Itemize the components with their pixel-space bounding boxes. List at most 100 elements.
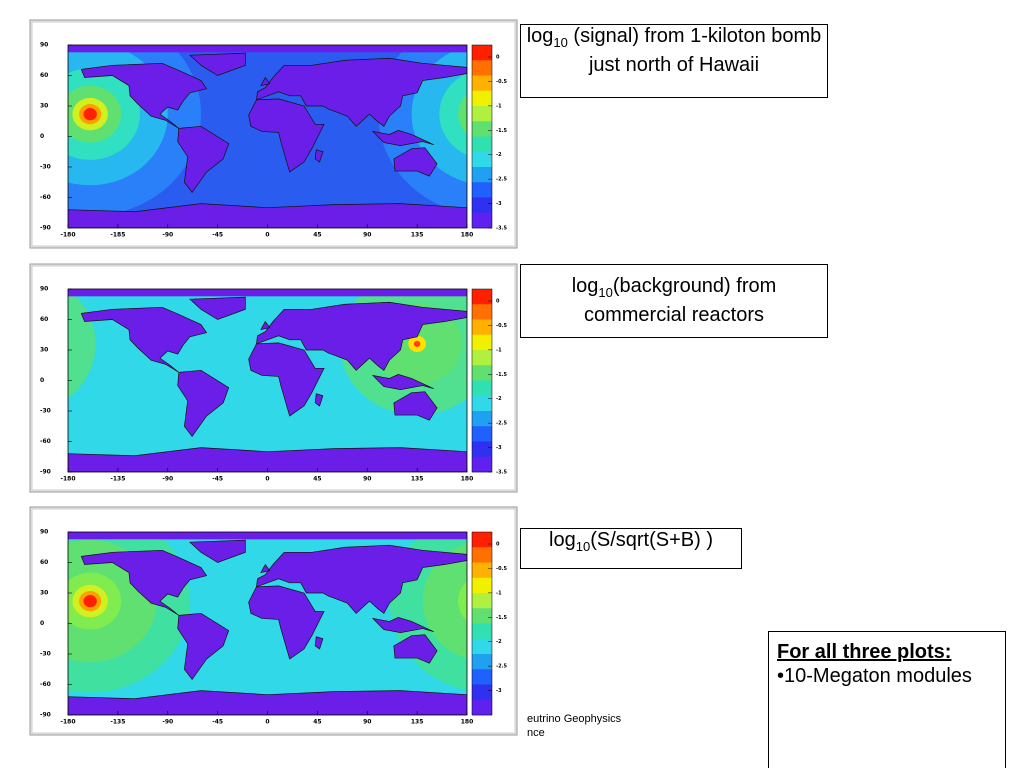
map bbox=[68, 532, 467, 715]
colorbar-label: -1 bbox=[496, 590, 502, 596]
colorbar-label: 0 bbox=[496, 299, 500, 305]
colorbar-label: -2.5 bbox=[496, 421, 507, 427]
x-tick-label: -90 bbox=[162, 476, 173, 483]
y-tick-label: 0 bbox=[40, 620, 44, 627]
colorbar-label: -2 bbox=[496, 396, 502, 402]
colorbar-segment bbox=[472, 197, 492, 214]
colorbar-segment bbox=[472, 121, 492, 137]
continent bbox=[393, 147, 438, 177]
map-contour bbox=[439, 73, 467, 156]
caption-prefix: log bbox=[526, 25, 554, 47]
y-tick-label: 0 bbox=[40, 377, 44, 384]
map-contour bbox=[813, 341, 820, 347]
colorbar-label: -1.5 bbox=[496, 128, 507, 134]
colorbar-segment bbox=[472, 334, 492, 351]
colorbar-segment bbox=[472, 182, 492, 198]
caption-sub: 10 bbox=[598, 285, 613, 300]
colorbar-segment bbox=[472, 106, 492, 122]
colorbar-label: -1 bbox=[496, 103, 502, 109]
x-tick-label: -135 bbox=[110, 719, 125, 726]
y-tick-label: -60 bbox=[40, 438, 51, 445]
x-tick-label: 90 bbox=[363, 719, 371, 726]
caption-text: (S/sqrt(S+B) ) bbox=[590, 529, 713, 551]
caption-box: log10(background) from commercial reacto… bbox=[520, 264, 828, 338]
caption-sub: 10 bbox=[553, 35, 568, 50]
y-tick-label: 0 bbox=[40, 133, 44, 140]
colorbar-segment bbox=[472, 426, 492, 442]
colorbar-segment bbox=[472, 319, 492, 336]
colorbar-segment bbox=[472, 350, 492, 366]
colorbar-label: 0 bbox=[496, 55, 500, 61]
y-tick-label: -90 bbox=[40, 225, 51, 232]
colorbar-label: -0.5 bbox=[496, 323, 507, 329]
x-tick-label: 45 bbox=[313, 476, 321, 483]
colorbar-label: -3.5 bbox=[496, 226, 507, 232]
continent bbox=[177, 125, 230, 194]
x-tick-label: -180 bbox=[60, 719, 75, 726]
note-item: •10-Megaton modules bbox=[777, 665, 972, 687]
continent bbox=[393, 391, 438, 421]
map-contour bbox=[458, 581, 467, 622]
x-tick-label: -135 bbox=[110, 476, 125, 483]
colorbar-frame bbox=[471, 531, 493, 716]
continent bbox=[189, 539, 246, 563]
continent bbox=[248, 98, 325, 173]
continent bbox=[68, 203, 467, 228]
continent bbox=[393, 634, 438, 664]
colorbar-segment bbox=[472, 411, 492, 427]
colorbar-segment bbox=[472, 151, 492, 168]
colorbar-label: 0 bbox=[496, 542, 500, 548]
continent bbox=[189, 52, 246, 76]
note-heading: For all three plots: bbox=[777, 641, 952, 663]
x-tick-label: -45 bbox=[212, 232, 223, 239]
footer-line: eutrino Geophysics bbox=[527, 713, 622, 725]
y-tick-label: -30 bbox=[40, 164, 51, 171]
continent bbox=[248, 585, 325, 660]
continent bbox=[260, 76, 271, 87]
colorbar-label: -1.5 bbox=[496, 372, 507, 378]
x-tick-label: -45 bbox=[212, 719, 223, 726]
x-tick-label: -90 bbox=[162, 232, 173, 239]
y-tick-label: 90 bbox=[40, 529, 48, 536]
continent bbox=[255, 57, 467, 127]
continent bbox=[248, 342, 325, 417]
map-contour bbox=[422, 543, 467, 659]
colorbar-segment bbox=[472, 638, 492, 655]
map-contour bbox=[83, 595, 97, 608]
x-tick-label: 180 bbox=[461, 476, 474, 483]
caption-sub: 10 bbox=[575, 539, 591, 554]
colorbar-segment bbox=[472, 577, 492, 594]
continent bbox=[80, 62, 208, 129]
colorbar-segment bbox=[472, 593, 492, 609]
y-tick-label: -30 bbox=[40, 651, 51, 658]
y-tick-label: 90 bbox=[40, 286, 48, 293]
colorbar-label: -1.5 bbox=[496, 615, 507, 621]
y-tick-label: 60 bbox=[40, 316, 48, 323]
colorbar-label: -2.5 bbox=[496, 177, 507, 183]
y-tick-label: 60 bbox=[40, 559, 48, 566]
colorbar-segment bbox=[472, 304, 492, 320]
continent bbox=[371, 374, 434, 391]
continent bbox=[314, 393, 324, 407]
x-tick-label: -180 bbox=[60, 476, 75, 483]
colorbar-segment bbox=[472, 90, 492, 107]
colorbar-segment bbox=[472, 365, 492, 381]
y-tick-label: 30 bbox=[40, 103, 48, 110]
colorbar-segment bbox=[472, 532, 492, 548]
continent bbox=[314, 149, 324, 163]
continent bbox=[177, 612, 230, 681]
x-tick-label: -45 bbox=[212, 476, 223, 483]
x-tick-label: -180 bbox=[60, 232, 75, 239]
continent bbox=[255, 544, 467, 614]
caption-text: (background) from commercial reactors bbox=[583, 275, 777, 326]
footer: eutrino Geophysics nce bbox=[527, 712, 621, 740]
colorbar-label: -0.5 bbox=[496, 79, 507, 85]
x-tick-label: 0 bbox=[265, 719, 269, 726]
map-contour bbox=[15, 341, 22, 347]
caption-box: log10 (signal) from 1-kiloton bomb just … bbox=[520, 24, 828, 98]
continent bbox=[80, 549, 208, 616]
x-tick-label: 180 bbox=[461, 719, 474, 726]
y-tick-label: 30 bbox=[40, 590, 48, 597]
